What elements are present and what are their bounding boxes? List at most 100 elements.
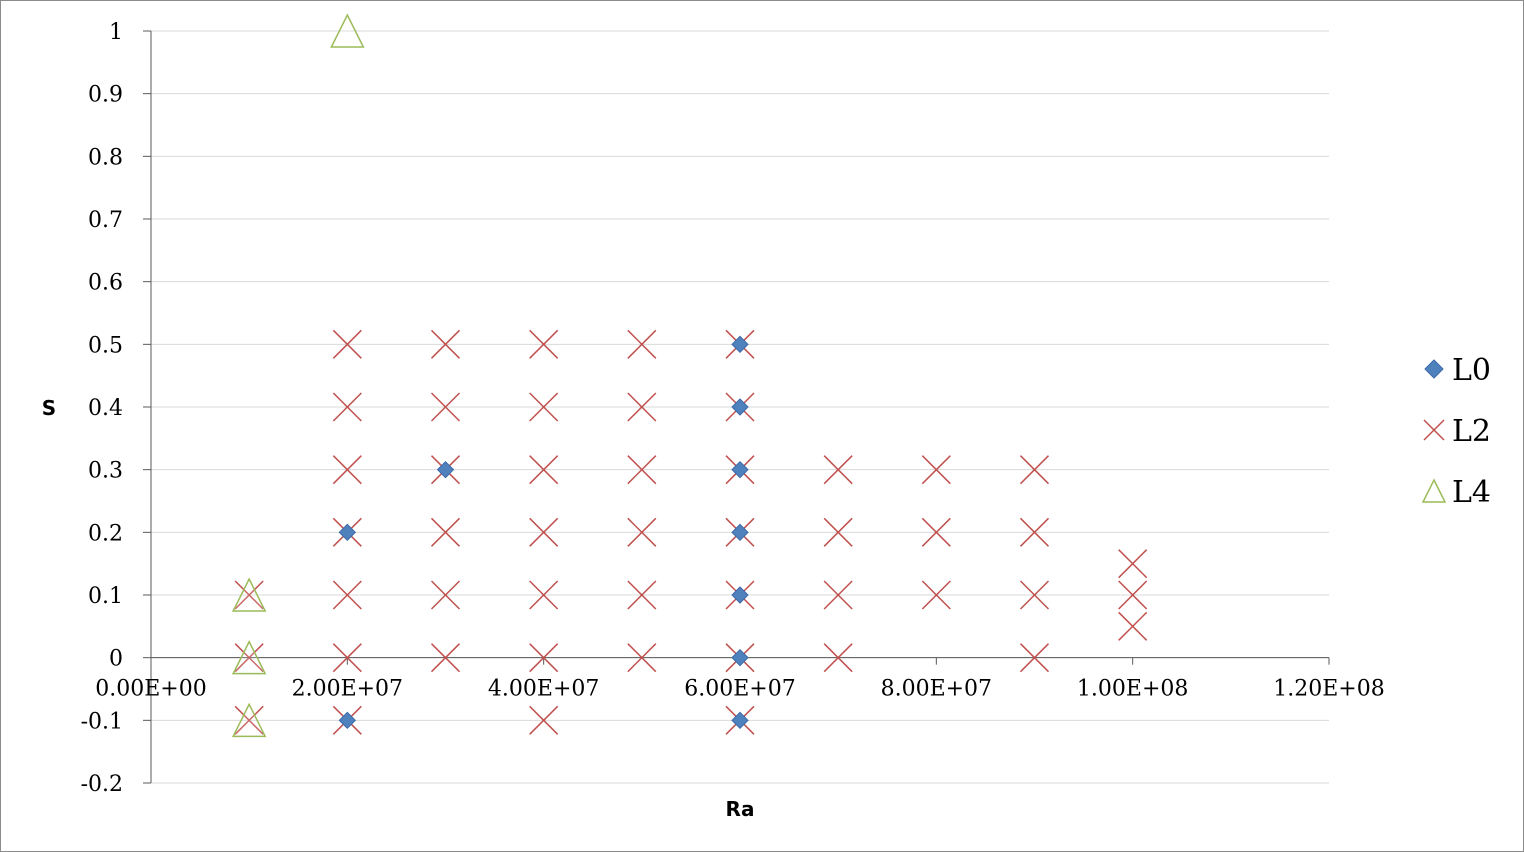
x-stroke [332, 580, 362, 610]
x-stroke [1118, 549, 1148, 579]
data-point-l2 [332, 329, 362, 359]
x-stroke [823, 580, 853, 610]
x-tick-label: 0.00E+00 [95, 677, 206, 702]
data-point-l2 [529, 329, 559, 359]
x-stroke [627, 329, 657, 359]
x-stroke [529, 329, 559, 359]
legend-label: L4 [1452, 475, 1491, 510]
x-stroke [1118, 580, 1148, 610]
data-point-l2 [627, 392, 657, 422]
data-point-l2 [529, 392, 559, 422]
x-tick-label: 2.00E+07 [292, 677, 403, 702]
data-point-l2 [332, 580, 362, 610]
y-tick-label: 0 [109, 647, 123, 672]
x-stroke [332, 455, 362, 485]
y-tick-labels: -0.2 -0.1 0 0.1 0.2 0.3 0.4 0.5 0.6 0.7 0.8 0.9 1 [81, 20, 123, 797]
x-stroke [627, 455, 657, 485]
data-point-l2 [234, 643, 264, 673]
data-point-l2 [823, 580, 853, 610]
x-stroke [1019, 643, 1050, 673]
data-point-l2 [1118, 611, 1148, 641]
x-stroke [430, 517, 461, 547]
x-stroke [234, 705, 264, 735]
x-stroke [529, 392, 559, 422]
legend-item-l0: L0 [1424, 353, 1491, 388]
x-axis-title: Ra [726, 797, 755, 821]
data-point-l2 [234, 705, 264, 735]
x-stroke [921, 517, 951, 547]
data-point-l0 [731, 398, 749, 416]
data-point-l2 [332, 643, 362, 673]
x-tick-label: 4.00E+07 [488, 677, 599, 702]
y-tick-label: -0.2 [81, 772, 123, 797]
series-l0 [338, 335, 749, 730]
data-series [231, 13, 1148, 738]
data-point-l2 [1019, 580, 1050, 610]
data-point-l2 [627, 329, 657, 359]
data-point-l4 [231, 577, 267, 612]
data-point-l0 [338, 711, 357, 730]
data-point-l0 [731, 335, 749, 354]
x-stroke [921, 580, 951, 610]
y-tick-label: 0.6 [88, 271, 123, 296]
data-point-l2 [529, 455, 559, 485]
data-point-l2 [529, 580, 559, 610]
x-stroke [430, 392, 461, 422]
data-point-l4 [231, 639, 267, 675]
legend: L0 L2 L4 [1421, 353, 1491, 510]
x-stroke [1423, 419, 1445, 441]
y-tick-label: 0.7 [88, 208, 123, 233]
y-axis-title: S [42, 396, 56, 420]
y-tick-label: 0.5 [88, 333, 123, 358]
x-stroke [332, 392, 362, 422]
data-point-l2 [921, 517, 951, 547]
x-stroke [1118, 611, 1148, 641]
legend-label: L2 [1452, 414, 1491, 449]
data-point-l2 [529, 643, 559, 673]
data-point-l2 [627, 643, 657, 673]
x-stroke [627, 392, 657, 422]
x-stroke [332, 643, 362, 673]
data-point-l2 [627, 580, 657, 610]
x-stroke [234, 643, 264, 673]
data-point-l2 [430, 329, 461, 359]
x-tick-label: 1.20E+08 [1273, 677, 1384, 702]
x-stroke [921, 455, 951, 485]
x-stroke [529, 517, 559, 547]
data-point-l0 [731, 523, 749, 542]
x-stroke [430, 329, 461, 359]
data-point-l2 [627, 455, 657, 485]
y-tick-label: -0.1 [81, 709, 123, 734]
data-point-l2 [1019, 517, 1050, 547]
data-point-l0 [436, 460, 455, 479]
data-point-l2 [234, 580, 264, 610]
x-tick-label: 8.00E+07 [881, 677, 992, 702]
data-point-l0 [731, 460, 749, 479]
data-point-l2 [921, 455, 951, 485]
data-point-l2 [1019, 643, 1050, 673]
y-tick-label: 0.8 [88, 145, 123, 170]
legend-marker [1424, 359, 1444, 379]
x-stroke [823, 643, 853, 673]
data-point-l4 [231, 702, 267, 738]
legend-item-l2: L2 [1423, 414, 1491, 449]
y-tick-label: 0.9 [88, 83, 123, 108]
x-stroke [823, 455, 853, 485]
y-tick-label: 0.4 [88, 396, 123, 421]
x-stroke [823, 517, 853, 547]
x-stroke [627, 643, 657, 673]
x-stroke [627, 517, 657, 547]
legend-marker [1423, 419, 1445, 441]
x-tick-label: 1.00E+08 [1077, 677, 1188, 702]
legend-item-l4: L4 [1421, 475, 1491, 510]
x-tick-label: 6.00E+07 [684, 677, 795, 702]
data-point-l0 [731, 711, 749, 730]
y-tick-label: 0.3 [88, 459, 123, 484]
data-point-l2 [430, 643, 461, 673]
x-stroke [1019, 517, 1050, 547]
series-l4 [231, 13, 365, 738]
x-stroke [234, 580, 264, 610]
data-point-l2 [430, 392, 461, 422]
data-point-l2 [430, 517, 461, 547]
